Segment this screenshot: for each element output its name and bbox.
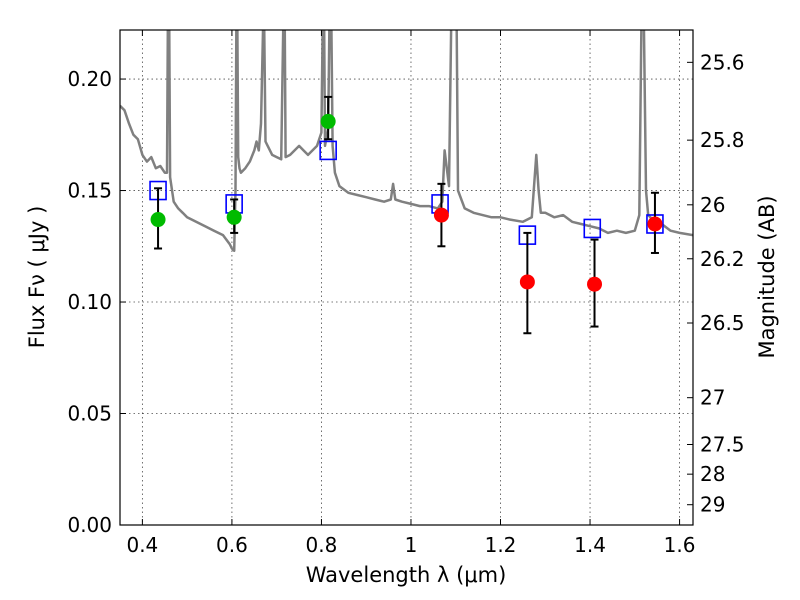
y-axis-label: Flux Fν ( μJy ) — [25, 206, 49, 349]
y2-tick-label: 28 — [700, 462, 725, 486]
red-data-point — [433, 207, 449, 223]
y-tick-label: 0.05 — [67, 402, 112, 426]
plot-frame — [119, 29, 694, 526]
spectrum-line — [120, 30, 693, 252]
plot-area — [120, 30, 693, 335]
x-tick-label: 0.4 — [126, 533, 158, 557]
x-axis-label: Wavelength λ (μm) — [306, 563, 507, 587]
y2-tick-label: 27.5 — [700, 433, 745, 457]
y2-tick-label: 29 — [700, 493, 725, 517]
x-tick-label: 1.6 — [664, 533, 696, 557]
red-data-point — [587, 276, 603, 292]
y2-tick-label: 25.8 — [700, 128, 745, 152]
y2-tick-label: 26 — [700, 193, 725, 217]
y-tick-label: 0.00 — [67, 513, 112, 537]
model-photometry-square — [319, 140, 337, 161]
model-photometry-square — [583, 218, 602, 239]
green-data-point — [320, 113, 336, 129]
y2-tick-label: 26.5 — [700, 311, 745, 335]
y-tick-label: 0.15 — [67, 179, 112, 203]
x-tick-label: 0.6 — [216, 533, 248, 557]
y2-tick-label: 27 — [700, 386, 725, 410]
x-tick-label: 1.2 — [485, 533, 517, 557]
y2-axis: 25.6 25.8 26 26.2 26.5 27 27.5 28 29 — [687, 50, 745, 517]
green-data-point — [150, 212, 166, 228]
x-tick-label: 1 — [405, 533, 418, 557]
x-axis: 0.4 0.6 0.8 1 1.2 1.4 1.6 — [126, 30, 695, 557]
y-tick-label: 0.20 — [67, 67, 112, 91]
x-tick-label: 1.4 — [574, 533, 606, 557]
red-data-point — [519, 274, 535, 290]
red-data-point — [647, 216, 663, 232]
y-tick-label: 0.10 — [67, 290, 112, 314]
y2-tick-label: 26.2 — [700, 247, 745, 271]
y2-axis-label: Magnitude (AB) — [755, 195, 779, 358]
y2-tick-label: 25.6 — [700, 50, 745, 74]
x-tick-label: 0.8 — [306, 533, 338, 557]
y-axis: 0.00 0.05 0.10 0.15 0.20 — [67, 67, 126, 537]
green-data-point — [226, 209, 242, 225]
